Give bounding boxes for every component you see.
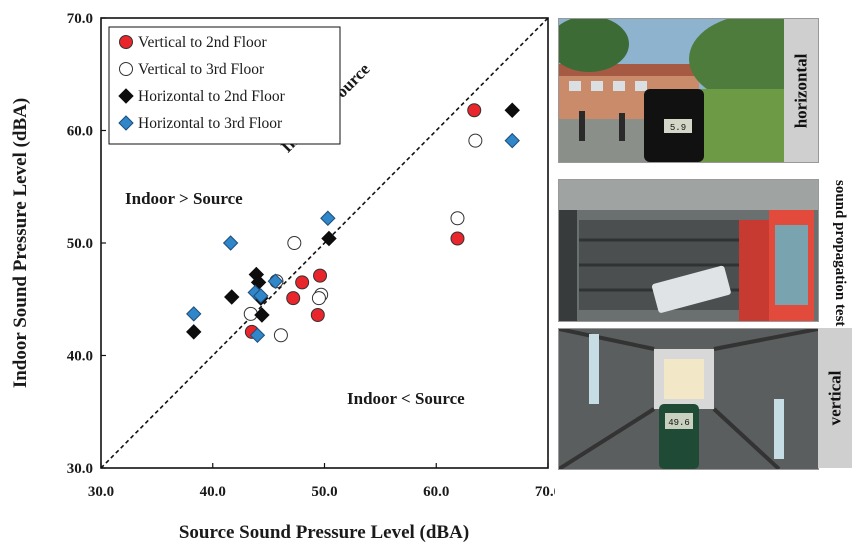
- point-vertical-to-2nd-floor: [313, 268, 328, 283]
- legend-marker-horizontal-to-3rd-floor: [118, 115, 134, 131]
- horizontal-label-strip: horizontal: [784, 19, 818, 162]
- y-tick-label: 50.0: [67, 236, 93, 252]
- sound-propagation-caption-text: sound propagation test: [832, 180, 848, 327]
- vertical-label-strip: vertical: [818, 328, 852, 468]
- outdoor-scene-image: 5.9: [559, 19, 818, 162]
- legend-marker-horizontal-to-2nd-floor: [118, 88, 134, 104]
- point-vertical-to-3rd-floor: [243, 306, 258, 321]
- legend: Vertical to 2nd Floor Vertical to 3rd Flo…: [108, 26, 341, 145]
- point-horizontal-to-3rd-floor: [222, 235, 239, 251]
- y-tick-label: 70.0: [67, 11, 93, 27]
- sound-propagation-caption: sound propagation test: [828, 180, 852, 340]
- x-tick-label: 40.0: [200, 484, 226, 500]
- region-label-above: Indoor > Source: [125, 189, 243, 208]
- point-horizontal-to-2nd-floor: [321, 230, 337, 247]
- scatter-chart: 30.0 40.0 50.0 60.0 70.0 30.0 40.0 50.0 60.0 70.0…: [10, 11, 555, 543]
- legend-marker-vertical-to-3rd-floor: [119, 62, 133, 76]
- legend-marker-vertical-to-2nd-floor: [119, 35, 133, 49]
- x-axis-title: Source Sound Pressure Level (dBA): [179, 522, 469, 543]
- x-tick-label: 70.0: [535, 484, 555, 500]
- y-tick-label: 30.0: [67, 461, 93, 477]
- point-vertical-to-2nd-floor: [467, 103, 482, 118]
- photo-vertical-stairwell: [558, 179, 819, 322]
- region-label-below: Indoor < Source: [347, 389, 465, 408]
- point-horizontal-to-2nd-floor: [186, 324, 202, 340]
- legend-box: [108, 26, 341, 145]
- point-horizontal-to-3rd-floor: [249, 327, 266, 343]
- point-horizontal-to-2nd-floor: [224, 289, 240, 305]
- meter-display-bottom: 49.6: [668, 418, 690, 428]
- meter-scene-image: 49.6: [559, 329, 818, 469]
- y-axis-title: Indoor Sound Pressure Level (dBA): [10, 98, 31, 388]
- point-vertical-to-2nd-floor: [310, 308, 325, 322]
- photo-vertical-meter: 49.6: [558, 328, 819, 470]
- point-horizontal-to-3rd-floor: [186, 306, 202, 322]
- y-tick-label: 60.0: [67, 124, 93, 140]
- point-vertical-to-2nd-floor: [295, 275, 310, 290]
- point-vertical-to-3rd-floor: [468, 133, 483, 148]
- legend-label-vertical-to-2nd-floor: Vertical to 2nd Floor: [138, 34, 268, 51]
- legend-label-vertical-to-3rd-floor: Vertical to 3rd Floor: [138, 61, 265, 78]
- point-horizontal-to-2nd-floor: [504, 102, 520, 118]
- point-vertical-to-2nd-floor: [450, 231, 465, 246]
- stairwell-scene-image: [559, 180, 818, 321]
- reference-line: [101, 18, 548, 468]
- point-horizontal-to-3rd-floor: [267, 273, 284, 289]
- legend-label-horizontal-to-3rd-floor: Horizontal to 3rd Floor: [138, 115, 283, 132]
- point-horizontal-to-2nd-floor: [254, 307, 270, 323]
- x-tick-label: 60.0: [423, 484, 449, 500]
- legend-label-horizontal-to-2nd-floor: Horizontal to 2nd Floor: [138, 88, 286, 105]
- x-tick-label: 30.0: [88, 484, 114, 500]
- point-horizontal-to-3rd-floor: [320, 210, 336, 226]
- point-vertical-to-3rd-floor: [273, 328, 288, 343]
- point-horizontal-to-3rd-floor: [253, 288, 269, 304]
- point-vertical-to-3rd-floor: [311, 291, 326, 306]
- point-vertical-to-3rd-floor: [450, 211, 465, 226]
- photo-horizontal-test: 5.9 horizontal: [558, 18, 819, 163]
- point-horizontal-to-3rd-floor: [504, 132, 520, 149]
- point-vertical-to-3rd-floor: [287, 236, 302, 250]
- vertical-label: vertical: [825, 370, 844, 426]
- y-tick-label: 40.0: [67, 349, 93, 365]
- x-tick-label: 50.0: [311, 484, 337, 500]
- horizontal-label: horizontal: [791, 53, 811, 128]
- point-vertical-to-2nd-floor: [286, 291, 301, 306]
- meter-display-top: 5.9: [670, 123, 686, 133]
